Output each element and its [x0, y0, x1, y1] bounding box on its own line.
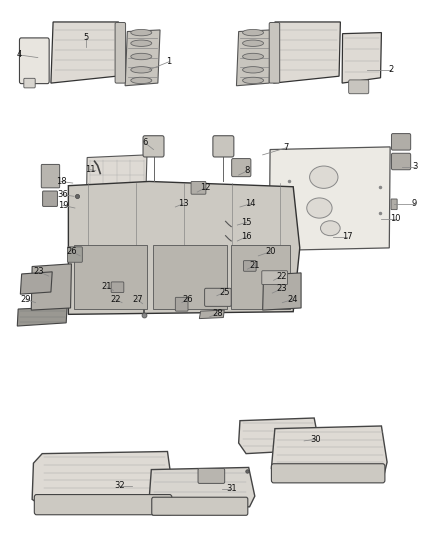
Ellipse shape [243, 77, 264, 84]
Text: 2: 2 [389, 66, 394, 74]
Polygon shape [231, 245, 290, 309]
FancyBboxPatch shape [272, 464, 385, 483]
Ellipse shape [310, 166, 338, 188]
Ellipse shape [131, 77, 152, 84]
Text: 15: 15 [241, 218, 252, 227]
Ellipse shape [131, 67, 152, 73]
Text: 11: 11 [85, 165, 95, 174]
Polygon shape [152, 245, 227, 309]
Text: 23: 23 [34, 268, 44, 276]
Text: 3: 3 [413, 162, 418, 171]
Text: 1: 1 [166, 58, 171, 66]
Text: 6: 6 [142, 138, 148, 147]
Text: 13: 13 [178, 199, 188, 208]
Ellipse shape [243, 67, 264, 73]
FancyBboxPatch shape [24, 78, 35, 88]
Ellipse shape [243, 40, 264, 46]
Polygon shape [31, 264, 71, 310]
Text: 30: 30 [311, 435, 321, 444]
Ellipse shape [321, 221, 340, 236]
FancyBboxPatch shape [232, 159, 251, 176]
FancyBboxPatch shape [198, 469, 225, 483]
Ellipse shape [131, 40, 152, 46]
Polygon shape [272, 426, 387, 478]
FancyBboxPatch shape [42, 191, 57, 206]
FancyBboxPatch shape [392, 154, 411, 169]
FancyBboxPatch shape [349, 80, 369, 94]
Text: 19: 19 [58, 201, 68, 210]
FancyBboxPatch shape [115, 22, 126, 83]
FancyBboxPatch shape [269, 22, 280, 83]
Text: 29: 29 [21, 295, 31, 304]
Text: 12: 12 [200, 183, 210, 192]
FancyBboxPatch shape [244, 261, 256, 271]
Text: 18: 18 [56, 177, 66, 186]
Text: 23: 23 [276, 284, 287, 293]
Text: 31: 31 [226, 484, 237, 493]
Text: 24: 24 [287, 295, 297, 304]
Text: 20: 20 [265, 247, 276, 256]
Polygon shape [86, 155, 147, 237]
FancyBboxPatch shape [111, 282, 124, 293]
Text: 14: 14 [245, 199, 256, 208]
Text: 21: 21 [250, 261, 260, 270]
Text: 17: 17 [342, 232, 352, 241]
Polygon shape [263, 273, 301, 310]
Text: 27: 27 [132, 295, 143, 304]
Polygon shape [32, 451, 173, 510]
FancyBboxPatch shape [262, 271, 288, 285]
Text: 22: 22 [276, 272, 287, 280]
FancyBboxPatch shape [205, 288, 231, 306]
FancyBboxPatch shape [191, 181, 206, 194]
Text: 16: 16 [241, 232, 252, 241]
Ellipse shape [243, 53, 264, 60]
Text: 32: 32 [115, 481, 125, 490]
Polygon shape [125, 30, 160, 86]
FancyBboxPatch shape [152, 497, 248, 515]
Polygon shape [51, 22, 119, 83]
Text: 36: 36 [58, 190, 68, 199]
Polygon shape [20, 272, 52, 294]
Text: 22: 22 [110, 295, 121, 304]
Text: 7: 7 [283, 143, 289, 152]
Polygon shape [269, 147, 390, 251]
Polygon shape [239, 418, 318, 454]
Text: 8: 8 [245, 166, 250, 175]
FancyBboxPatch shape [392, 134, 411, 150]
Text: 25: 25 [219, 287, 230, 296]
Ellipse shape [243, 29, 264, 36]
Text: 4: 4 [16, 51, 21, 59]
Text: 26: 26 [67, 247, 77, 256]
FancyBboxPatch shape [175, 297, 188, 311]
FancyBboxPatch shape [391, 199, 397, 209]
Polygon shape [17, 307, 67, 326]
FancyBboxPatch shape [19, 38, 49, 84]
Text: 21: 21 [102, 282, 112, 291]
FancyBboxPatch shape [34, 495, 172, 515]
FancyBboxPatch shape [67, 247, 82, 262]
Polygon shape [237, 30, 271, 86]
Polygon shape [74, 245, 147, 309]
Polygon shape [199, 310, 224, 319]
Ellipse shape [307, 198, 332, 218]
Ellipse shape [131, 29, 152, 36]
Text: 5: 5 [83, 34, 88, 43]
FancyBboxPatch shape [41, 165, 60, 188]
FancyBboxPatch shape [213, 136, 234, 157]
FancyBboxPatch shape [143, 136, 164, 157]
Text: 26: 26 [182, 295, 193, 304]
Text: 28: 28 [213, 309, 223, 318]
Polygon shape [149, 467, 255, 510]
Ellipse shape [131, 53, 152, 60]
Polygon shape [342, 33, 381, 83]
Text: 9: 9 [412, 199, 417, 208]
Text: 10: 10 [391, 214, 401, 223]
Polygon shape [68, 181, 300, 314]
Polygon shape [274, 22, 340, 83]
